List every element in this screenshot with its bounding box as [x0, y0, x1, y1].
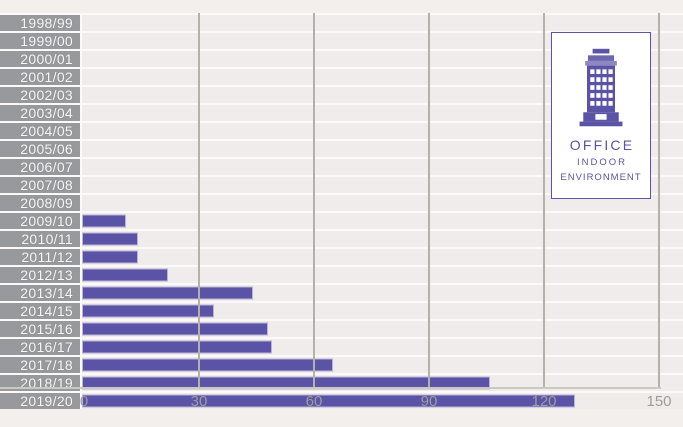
legend-subtitle-1: INDOOR: [577, 157, 627, 168]
bar-track: [82, 267, 683, 283]
chart-row: 2001/02: [0, 69, 683, 87]
chart-row: 2008/09: [0, 195, 683, 213]
x-tick-label: 90: [420, 393, 438, 410]
category-label: 1999/00: [0, 33, 82, 49]
chart-row: 2018/19: [0, 375, 683, 393]
chart-row: 2013/14: [0, 285, 683, 303]
bar-track: [82, 231, 683, 247]
chart-row: 2005/06: [0, 141, 683, 159]
bar: [82, 322, 268, 336]
x-axis-line: [0, 387, 661, 389]
gridline: [658, 13, 660, 387]
bar: [82, 358, 334, 372]
chart-row: 2010/11: [0, 231, 683, 249]
gridline: [428, 13, 430, 387]
legend-subtitle-2: ENVIRONMENT: [560, 172, 642, 183]
chart-row: 2000/01: [0, 51, 683, 69]
bar: [82, 340, 272, 354]
bar: [82, 304, 215, 318]
bar-track: [82, 285, 683, 301]
chart-row: 2004/05: [0, 123, 683, 141]
x-tick-label: 120: [531, 393, 557, 410]
bar-track: [82, 339, 683, 355]
category-label: 2008/09: [0, 195, 82, 211]
chart-row: 2003/04: [0, 105, 683, 123]
office-building-icon: [573, 48, 629, 128]
gridline: [198, 13, 200, 387]
category-label: 2014/15: [0, 303, 82, 319]
category-label: 2005/06: [0, 141, 82, 157]
bar: [82, 376, 491, 390]
bar: [82, 232, 138, 246]
bar: [82, 394, 575, 408]
chart-row: 2009/10: [0, 213, 683, 231]
bar: [82, 268, 169, 282]
bar: [82, 214, 127, 228]
category-label: 1998/99: [0, 15, 82, 31]
bar-track: [82, 357, 683, 373]
chart-row: 1998/99: [0, 15, 683, 33]
chart-row: 2006/07: [0, 159, 683, 177]
category-label: 2015/16: [0, 321, 82, 337]
bar-track: [82, 249, 683, 265]
bar-track: [82, 303, 683, 319]
legend-title: OFFICE: [569, 137, 635, 153]
category-label: 2004/05: [0, 123, 82, 139]
x-tick-label: 60: [305, 393, 323, 410]
x-tick-label: 0: [79, 393, 89, 410]
bar-track: [82, 15, 683, 31]
chart-row: 2014/15: [0, 303, 683, 321]
category-label: 2001/02: [0, 69, 82, 85]
chart-row: 1999/00: [0, 33, 683, 51]
category-label: 2009/10: [0, 213, 82, 229]
x-tick-label: 150: [646, 393, 672, 410]
category-label: 2013/14: [0, 285, 82, 301]
chart-row: 2019/20: [0, 393, 683, 409]
chart-row: 2017/18: [0, 357, 683, 375]
gridline: [313, 13, 315, 387]
bar-track: [82, 213, 683, 229]
chart-row: 2015/16: [0, 321, 683, 339]
category-label: 2012/13: [0, 267, 82, 283]
category-label: 2000/01: [0, 51, 82, 67]
category-label: 2007/08: [0, 177, 82, 193]
chart-row: 2007/08: [0, 177, 683, 195]
category-label: 2002/03: [0, 87, 82, 103]
chart-row: 2011/12: [0, 249, 683, 267]
gridline: [543, 13, 545, 387]
category-label: 2003/04: [0, 105, 82, 121]
bar-track: [82, 321, 683, 337]
x-tick-label: 30: [190, 393, 208, 410]
chart-row: 2002/03: [0, 87, 683, 105]
category-label: 2010/11: [0, 231, 82, 247]
bar: [82, 250, 138, 264]
bar: [82, 286, 253, 300]
category-label: 2019/20: [0, 393, 82, 409]
category-label: 2011/12: [0, 249, 82, 265]
legend-badge: OFFICE INDOOR ENVIRONMENT: [551, 32, 651, 199]
bar-track: [82, 375, 683, 391]
bar-track: [82, 393, 683, 409]
category-label: 2016/17: [0, 339, 82, 355]
chart-row: 2016/17: [0, 339, 683, 357]
category-label: 2017/18: [0, 357, 82, 373]
chart-row: 2012/13: [0, 267, 683, 285]
category-label: 2006/07: [0, 159, 82, 175]
